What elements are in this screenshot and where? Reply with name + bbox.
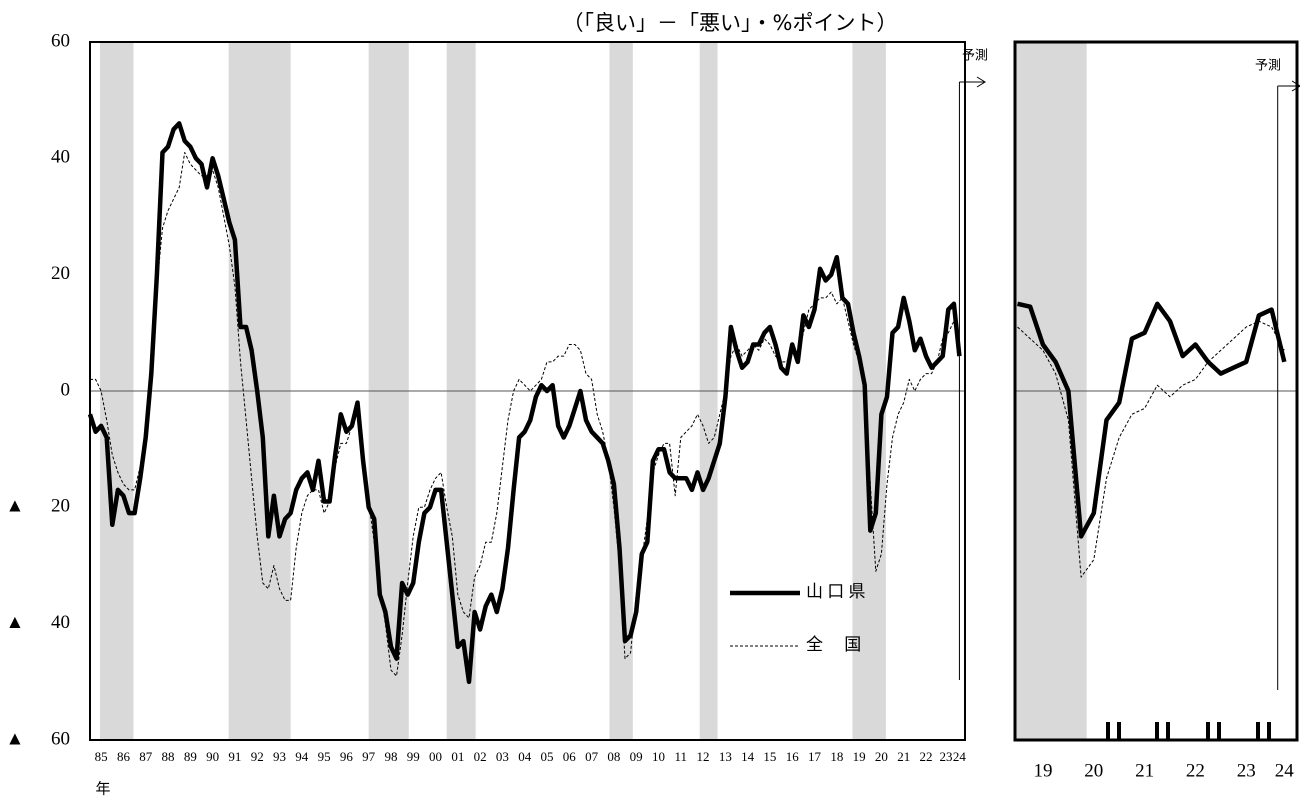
series-line xyxy=(87,121,962,685)
x-tick-label: 93 xyxy=(273,749,286,764)
x-tick-label: 21 xyxy=(897,749,910,764)
x-tick-label: 00 xyxy=(429,749,442,764)
x-tick-label: 19 xyxy=(1033,760,1052,781)
unit-note: （「良い」－「悪い」・%ポイント） xyxy=(563,11,898,35)
x-tick-label: 07 xyxy=(585,749,599,764)
x-tick-label: 97 xyxy=(362,749,376,764)
forecast-arrow xyxy=(959,76,986,88)
series-line xyxy=(1016,301,1287,539)
y-tick-label: 60 xyxy=(51,30,70,51)
x-tick-label: 96 xyxy=(340,749,354,764)
plot-frame xyxy=(89,41,966,741)
y-tick-label: ▲ 40 xyxy=(5,612,70,633)
x-tick-label: 10 xyxy=(652,749,665,764)
x-tick-label: 22 xyxy=(919,749,932,764)
x-tick-label: 24 xyxy=(953,749,967,764)
x-tick-label: 99 xyxy=(407,749,420,764)
y-tick-label: 0 xyxy=(61,379,71,400)
x-tick-label: 12 xyxy=(697,749,710,764)
x-axis-label: 年 xyxy=(95,780,110,797)
x-tick-label: 85 xyxy=(95,749,108,764)
x-tick-label: 16 xyxy=(786,749,800,764)
x-tick-label: 24 xyxy=(1275,760,1295,781)
x-tick-label: 86 xyxy=(117,749,131,764)
x-tick-label: 02 xyxy=(474,749,487,764)
x-tick-label: 20 xyxy=(1084,760,1103,781)
x-tick-label: 14 xyxy=(741,749,755,764)
series-line xyxy=(1017,320,1285,578)
x-tick-label: 19 xyxy=(853,749,866,764)
x-tick-label: 92 xyxy=(251,749,264,764)
forecast-label: 予測 xyxy=(962,49,988,64)
x-tick-label: 04 xyxy=(518,749,532,764)
legend-label: 全 国 xyxy=(806,635,861,654)
x-tick-label: 89 xyxy=(184,749,197,764)
x-tick-label: 01 xyxy=(451,749,464,764)
legend-label: 山 口 県 xyxy=(806,582,866,601)
x-tick-label: 13 xyxy=(719,749,732,764)
x-tick-label: 15 xyxy=(763,749,776,764)
y-tick-label: 20 xyxy=(51,263,70,284)
plot-frame xyxy=(1013,40,1299,742)
x-tick-label: 08 xyxy=(607,749,620,764)
x-tick-label: 17 xyxy=(808,749,822,764)
x-tick-label: 03 xyxy=(496,749,509,764)
x-tick-label: 23 xyxy=(940,749,953,764)
x-tick-label: 06 xyxy=(563,749,577,764)
x-tick-label: 94 xyxy=(295,749,309,764)
x-tick-label: 11 xyxy=(674,749,687,764)
series-line xyxy=(90,152,960,677)
x-tick-label: 98 xyxy=(384,749,397,764)
y-tick-label: 40 xyxy=(51,147,70,168)
x-tick-label: 09 xyxy=(630,749,643,764)
x-tick-label: 88 xyxy=(162,749,175,764)
y-tick-label: ▲ 20 xyxy=(5,496,70,517)
x-tick-label: 22 xyxy=(1186,760,1205,781)
x-tick-label: 23 xyxy=(1237,760,1256,781)
x-tick-label: 21 xyxy=(1135,760,1154,781)
forecast-label: 予測 xyxy=(1255,59,1281,74)
x-tick-label: 18 xyxy=(830,749,843,764)
x-tick-label: 90 xyxy=(206,749,219,764)
x-tick-label: 05 xyxy=(541,749,554,764)
x-tick-label: 20 xyxy=(875,749,888,764)
y-tick-label: ▲ 60 xyxy=(5,728,70,749)
x-tick-label: 87 xyxy=(139,749,153,764)
x-tick-label: 91 xyxy=(228,749,241,764)
x-tick-label: 95 xyxy=(318,749,331,764)
